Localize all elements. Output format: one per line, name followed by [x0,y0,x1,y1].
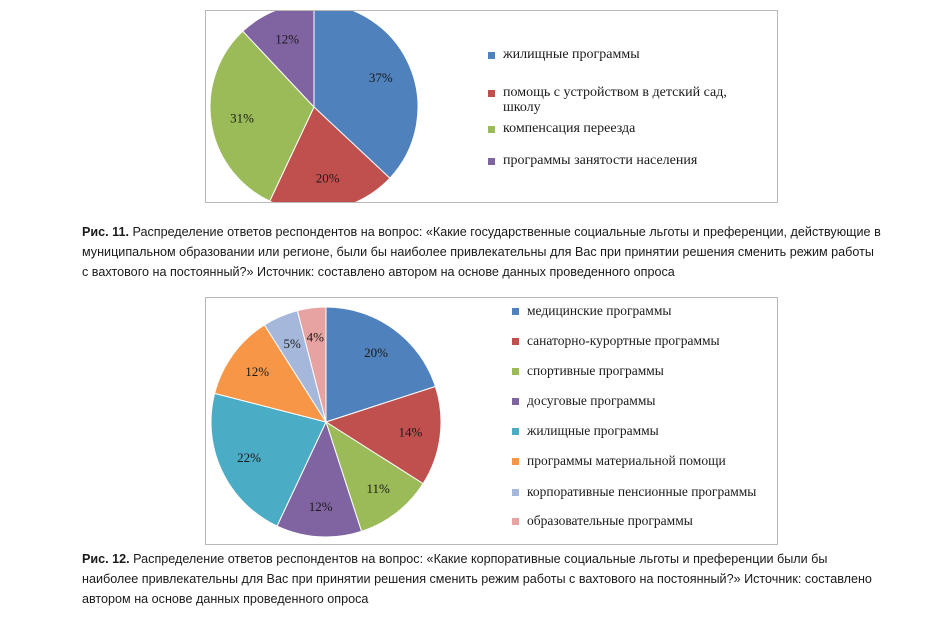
legend1-swatch-1 [488,90,495,97]
legend1-item-2: компенсация переезда [488,121,635,136]
pie1-slice-1 [269,106,391,202]
legend1-label-0: жилищные программы [503,47,640,62]
pie2-slice-5 [214,324,328,423]
pie2-slice-0 [325,306,437,423]
legend2-label-2: спортивные программы [527,363,664,378]
legend2-item-1: санаторно-курортные программы [512,333,720,348]
pie2-data-label-4: 22% [237,450,261,465]
pie2-data-label-7: 4% [307,330,325,345]
legend2-item-3: досуговые программы [512,393,655,408]
pie2-data-label-1: 14% [399,425,423,440]
legend1-swatch-0 [488,52,495,59]
legend2-label-3: досуговые программы [527,393,656,408]
legend2-label-1: санаторно-курортные программы [527,333,720,348]
legend2-item-6: корпоративные пенсионные программы [512,484,756,499]
legend2-item-4: жилищные программы [512,423,659,438]
figure-11-label: Рис. 11. [82,225,129,239]
pie2-data-label-3: 12% [309,499,333,514]
pie1-slice-3 [242,11,315,109]
figure-12-label: Рис. 12. [82,552,130,566]
figure-11-text: Распределение ответов респондентов на во… [82,225,881,279]
pie2-data-label-5: 12% [245,364,269,379]
pie1-slice-2 [209,30,315,202]
pie1-data-label-3: 12% [275,31,299,46]
pie2-slice-1 [324,385,442,485]
figure-12-caption: Рис. 12. Распределение ответов респонден… [82,549,882,609]
legend2-label-6: корпоративные пенсионные программы [527,484,757,499]
pie1-data-label-2: 31% [230,110,254,125]
legend1-label-2: компенсация переезда [503,121,636,136]
legend1-swatch-3 [488,158,495,165]
legend1-label-3: программы занятости населения [503,153,698,168]
legend2-swatch-7 [512,518,519,525]
pie2-slice-3 [276,420,363,538]
figure-12-text: Распределение ответов респондентов на во… [82,552,872,606]
legend2-swatch-2 [512,368,519,375]
pie1-data-label-1: 20% [316,171,340,186]
legend2-label-4: жилищные программы [527,423,659,438]
figure-11-caption: Рис. 11. Распределение ответов респонден… [82,222,882,282]
pie1-slice-0 [313,11,419,179]
pie1-data-label-0: 37% [369,70,393,85]
figure-12-chart: 20% 14% 11% 12% 22% 12% 5% 4% медицинские прогр… [205,297,778,545]
legend2-label-7: образовательные программы [527,513,693,528]
pie2-data-label-6: 5% [284,336,302,351]
pie2-data-label-2: 11% [366,481,390,496]
pie2-slice-4 [210,392,327,527]
legend2-item-5: программы материальной помощи [512,453,726,468]
pie2-slice-2 [325,420,424,533]
legend2-item-7: образовательные программы [512,513,693,528]
legend1-label-1: помощь с устройством в детский сад, школ… [503,85,727,115]
legend2-item-0: медицинские программы [512,303,671,318]
legend2-swatch-3 [512,398,519,405]
pie2-data-label-0: 20% [364,345,388,360]
legend2-swatch-5 [512,458,519,465]
figure-11-chart: 37% 20% 31% 12% жилищные программы помощь с … [205,10,778,203]
legend2-swatch-1 [512,338,519,345]
legend2-swatch-4 [512,428,519,435]
legend2-swatch-6 [512,489,519,496]
legend2-label-5: программы материальной помощи [527,453,726,468]
legend2-label-0: медицинские программы [527,303,672,318]
legend2-item-2: спортивные программы [512,363,664,378]
legend1-item-1: помощь с устройством в детский сад, школ… [488,85,768,115]
legend1-item-3: программы занятости населения [488,153,697,168]
pie-chart-2: 20% 14% 11% 12% 22% 12% 5% 4% [210,306,442,538]
legend1-item-0: жилищные программы [488,47,640,62]
legend2-swatch-0 [512,308,519,315]
legend1-swatch-2 [488,126,495,133]
pie-chart-1: 37% 20% 31% 12% [209,11,419,202]
pie2-slice-7 [296,306,327,423]
